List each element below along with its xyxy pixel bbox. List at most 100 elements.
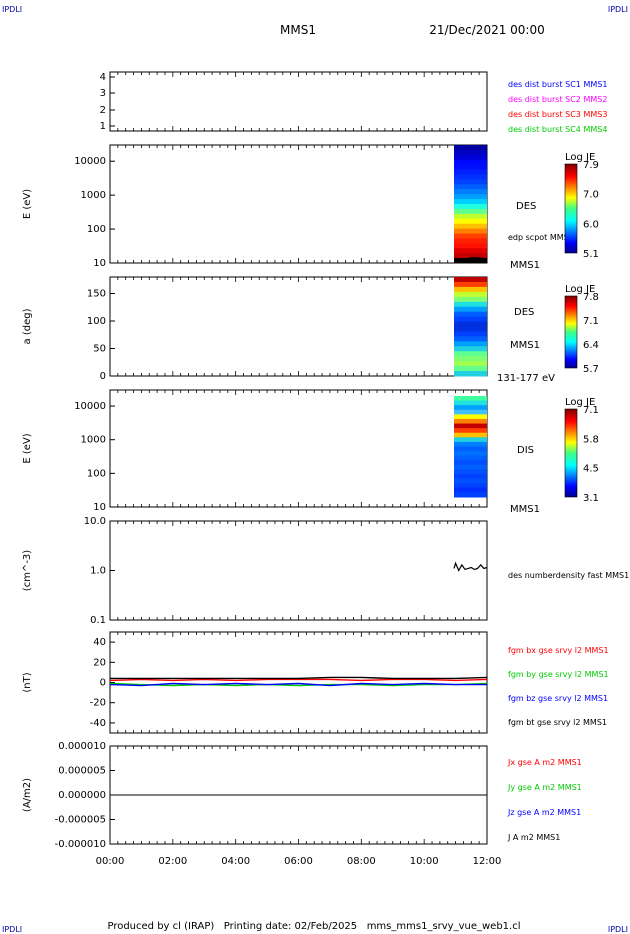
colorbar-title: Log JE bbox=[565, 284, 595, 295]
instrument-label: DES bbox=[514, 307, 534, 318]
colorbar-title: Log JE bbox=[565, 152, 595, 163]
spectrogram-cell bbox=[454, 253, 487, 259]
station-label: MMS1 bbox=[510, 260, 540, 271]
header-date: 21/Dec/2021 00:00 bbox=[429, 23, 545, 37]
y-tick-label: 0.000010 bbox=[58, 741, 106, 752]
y-tick-label: -0.000010 bbox=[55, 839, 106, 850]
spectrogram-cell bbox=[454, 169, 487, 175]
spectrogram-cell bbox=[454, 346, 487, 352]
y-tick-label: 2 bbox=[100, 105, 106, 116]
colorbar-tick-label: 7.8 bbox=[583, 292, 599, 303]
spectrogram-cell bbox=[454, 321, 487, 327]
spectrogram-cell bbox=[454, 223, 487, 230]
y-axis-label: a (deg) bbox=[22, 308, 33, 344]
spectrogram-cell bbox=[454, 351, 487, 357]
spectrogram-cell bbox=[454, 409, 487, 415]
x-tick-label: 06:00 bbox=[284, 856, 313, 867]
y-tick-label: 0 bbox=[100, 371, 106, 382]
spectrogram-cell bbox=[454, 145, 487, 151]
instrument-label: DIS bbox=[517, 445, 534, 456]
spectrogram-cell bbox=[454, 487, 487, 493]
spectrogram-cell bbox=[454, 405, 487, 411]
y-tick-label: 100 bbox=[87, 468, 106, 479]
y-tick-label: 10000 bbox=[74, 156, 106, 167]
spectrogram-cell bbox=[454, 356, 487, 362]
colorbar-tick-label: 6.0 bbox=[583, 219, 599, 230]
colorbar-title: Log JE bbox=[565, 397, 595, 408]
y-tick-label: 10 bbox=[93, 258, 106, 269]
spectrogram-cell bbox=[454, 213, 487, 220]
spectrogram-cell bbox=[454, 331, 487, 337]
colorbar bbox=[564, 163, 578, 254]
x-tick-label: 04:00 bbox=[221, 856, 250, 867]
spectrogram-cell bbox=[454, 341, 487, 347]
y-tick-label: 100 bbox=[87, 316, 106, 327]
y-tick-label: 150 bbox=[87, 289, 106, 300]
spectrogram-cell bbox=[454, 455, 487, 461]
instrument-label: DES bbox=[516, 201, 536, 212]
y-tick-label: 50 bbox=[93, 344, 106, 355]
footer-credits: Produced by cl (IRAP) Printing date: 02/… bbox=[107, 921, 520, 932]
spectrogram-cell bbox=[454, 492, 487, 498]
spectrogram-cell bbox=[454, 199, 487, 205]
y-tick-label: 20 bbox=[93, 657, 106, 668]
y-tick-label: 1 bbox=[100, 121, 106, 132]
y-tick-label: 4 bbox=[100, 72, 106, 83]
series-label: Jz gse A m2 MMS1 bbox=[507, 808, 581, 817]
spectrogram-cell bbox=[454, 311, 487, 318]
spectrogram-cell bbox=[454, 469, 487, 475]
spectrogram-cell bbox=[454, 301, 487, 308]
y-axis-label: (cm^-3) bbox=[22, 550, 33, 591]
field-series-line bbox=[109, 682, 487, 687]
spectrogram-cell bbox=[454, 478, 487, 484]
station-label: MMS1 bbox=[510, 340, 540, 351]
spectrogram-cell bbox=[454, 400, 487, 406]
series-label: fgm bt gse srvy l2 MMS1 bbox=[508, 718, 607, 727]
legend-entry: des dist burst SC4 MMS4 bbox=[508, 125, 607, 134]
spectrogram-cell bbox=[454, 149, 487, 156]
series-label: des numberdensity fast MMS1 bbox=[508, 571, 629, 580]
spectrogram-cell bbox=[454, 194, 487, 200]
y-tick-label: 10.0 bbox=[84, 516, 106, 527]
y-tick-label: 0 bbox=[100, 678, 106, 689]
spectrogram-cell bbox=[454, 451, 487, 457]
panel-frame bbox=[109, 520, 488, 621]
panel-frame bbox=[109, 71, 488, 132]
y-tick-label: 40 bbox=[93, 637, 106, 648]
spectrogram-cell bbox=[454, 258, 487, 264]
spectrogram-cell bbox=[454, 437, 487, 443]
colorbar-tick-label: 5.8 bbox=[583, 434, 599, 445]
spectrogram-cell bbox=[454, 414, 487, 420]
colorbar-tick-label: 5.7 bbox=[583, 364, 599, 375]
spectrogram-cell bbox=[454, 428, 487, 434]
spectrogram-cell bbox=[454, 441, 487, 447]
spectrogram-cell bbox=[454, 179, 487, 185]
panel-frame bbox=[109, 389, 488, 508]
spectrogram-cell bbox=[454, 361, 487, 367]
spectrogram-cell bbox=[454, 464, 487, 470]
colorbar-tick-label: 7.0 bbox=[583, 190, 599, 201]
spectrogram-cell bbox=[454, 208, 487, 215]
series-label: fgm bx gse srvy l2 MMS1 bbox=[508, 646, 609, 655]
spectrogram-cell bbox=[454, 204, 487, 210]
series-label: fgm bz gse srvy l2 MMS1 bbox=[508, 694, 608, 703]
spectrogram-cell bbox=[454, 396, 487, 402]
colorbar-tick-label: 7.1 bbox=[583, 405, 599, 416]
scpot-line bbox=[453, 256, 488, 262]
spectrogram-cell bbox=[454, 174, 487, 180]
overlay-label: edp scpot MMS1 bbox=[508, 233, 574, 242]
legend-entry: des dist burst SC1 MMS1 bbox=[508, 80, 607, 89]
y-tick-label: 0.000005 bbox=[58, 766, 106, 777]
spectrogram-cell bbox=[454, 243, 487, 249]
spectrogram-cell bbox=[454, 184, 487, 190]
series-label: fgm by gse srvy l2 MMS1 bbox=[508, 670, 609, 679]
y-tick-label: -20 bbox=[90, 698, 106, 709]
y-tick-label: 1000 bbox=[81, 190, 106, 201]
y-tick-label: 1000 bbox=[81, 435, 106, 446]
spectrogram-cell bbox=[454, 316, 487, 323]
series-label: J A m2 MMS1 bbox=[507, 833, 560, 842]
spectrogram-cell bbox=[454, 446, 487, 452]
spectrogram-cell bbox=[454, 336, 487, 342]
spectrogram-cell bbox=[454, 218, 487, 225]
corner-label-bl: IPDLI bbox=[2, 925, 22, 934]
